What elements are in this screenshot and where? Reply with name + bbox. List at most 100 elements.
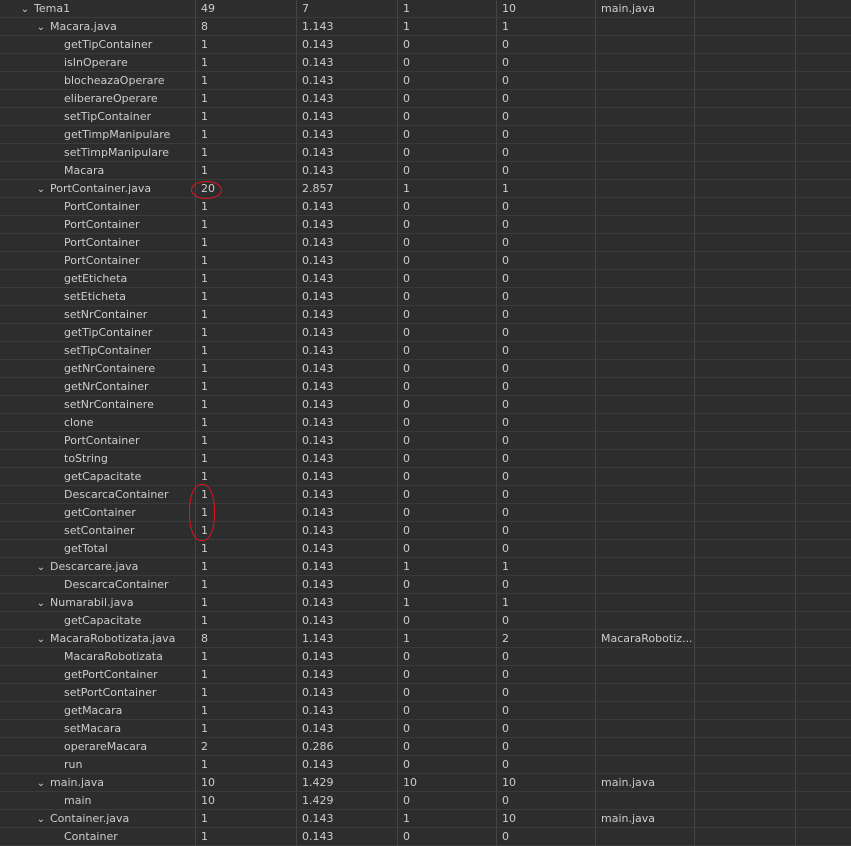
method-row-getcontainer[interactable]: getContainer 1 0.143 0 0 [0, 504, 851, 522]
chevron-down-icon[interactable]: ⌄ [20, 4, 30, 15]
file-row-main-java[interactable]: ⌄ main.java 10 1.429 10 10 main.java [0, 774, 851, 792]
tree-item-name[interactable]: ⌄ Container.java [0, 810, 195, 828]
method-row-getnrcontainer[interactable]: getNrContainer 1 0.143 0 0 [0, 378, 851, 396]
tree-item-name[interactable]: getNrContainere [0, 360, 195, 378]
tree-item-name[interactable]: getTotal [0, 540, 195, 558]
method-row-gettipcontainer[interactable]: getTipContainer 1 0.143 0 0 [0, 324, 851, 342]
chevron-down-icon[interactable]: ⌄ [36, 634, 46, 645]
method-row-portcontainer[interactable]: PortContainer 1 0.143 0 0 [0, 432, 851, 450]
method-row-operaremacara[interactable]: operareMacara 2 0.286 0 0 [0, 738, 851, 756]
method-row-setnrcontainer[interactable]: setNrContainer 1 0.143 0 0 [0, 306, 851, 324]
tree-item-name[interactable]: getNrContainer [0, 378, 195, 396]
tree-item-name[interactable]: getTipContainer [0, 324, 195, 342]
tree-item-name[interactable]: setTimpManipulare [0, 144, 195, 162]
tree-item-name[interactable]: toString [0, 450, 195, 468]
method-row-macara[interactable]: Macara 1 0.143 0 0 [0, 162, 851, 180]
method-row-getnrcontainere[interactable]: getNrContainere 1 0.143 0 0 [0, 360, 851, 378]
method-row-getmacara[interactable]: getMacara 1 0.143 0 0 [0, 702, 851, 720]
method-row-gettotal[interactable]: getTotal 1 0.143 0 0 [0, 540, 851, 558]
tree-item-name[interactable]: setContainer [0, 522, 195, 540]
method-row-setportcontainer[interactable]: setPortContainer 1 0.143 0 0 [0, 684, 851, 702]
method-row-portcontainer[interactable]: PortContainer 1 0.143 0 0 [0, 234, 851, 252]
tree-item-name[interactable]: PortContainer [0, 216, 195, 234]
method-row-geteticheta[interactable]: getEticheta 1 0.143 0 0 [0, 270, 851, 288]
tree-item-name[interactable]: ⌄ Tema1 [0, 0, 195, 18]
method-row-portcontainer[interactable]: PortContainer 1 0.143 0 0 [0, 198, 851, 216]
method-row-getcapacitate[interactable]: getCapacitate 1 0.143 0 0 [0, 612, 851, 630]
tree-item-name[interactable]: PortContainer [0, 198, 195, 216]
tree-item-name[interactable]: MacaraRobotizata [0, 648, 195, 666]
chevron-down-icon[interactable]: ⌄ [36, 778, 46, 789]
method-row-descarcacontainer[interactable]: DescarcaContainer 1 0.143 0 0 [0, 486, 851, 504]
method-row-portcontainer[interactable]: PortContainer 1 0.143 0 0 [0, 252, 851, 270]
tree-item-name[interactable]: getContainer [0, 504, 195, 522]
method-row-container[interactable]: Container 1 0.143 0 0 [0, 828, 851, 846]
tree-item-name[interactable]: setTipContainer [0, 342, 195, 360]
tree-item-name[interactable]: eliberareOperare [0, 90, 195, 108]
method-row-portcontainer[interactable]: PortContainer 1 0.143 0 0 [0, 216, 851, 234]
tree-item-name[interactable]: setMacara [0, 720, 195, 738]
chevron-down-icon[interactable]: ⌄ [36, 598, 46, 609]
method-row-blocheazaoperare[interactable]: blocheazaOperare 1 0.143 0 0 [0, 72, 851, 90]
tree-item-name[interactable]: getTimpManipulare [0, 126, 195, 144]
chevron-down-icon[interactable]: ⌄ [36, 814, 46, 825]
tree-item-name[interactable]: DescarcaContainer [0, 486, 195, 504]
method-row-getportcontainer[interactable]: getPortContainer 1 0.143 0 0 [0, 666, 851, 684]
tree-item-name[interactable]: Container [0, 828, 195, 846]
tree-item-name[interactable]: setPortContainer [0, 684, 195, 702]
tree-item-name[interactable]: run [0, 756, 195, 774]
tree-item-name[interactable]: blocheazaOperare [0, 72, 195, 90]
tree-item-name[interactable]: isInOperare [0, 54, 195, 72]
method-row-settipcontainer[interactable]: setTipContainer 1 0.143 0 0 [0, 108, 851, 126]
method-row-tostring[interactable]: toString 1 0.143 0 0 [0, 450, 851, 468]
tree-item-name[interactable]: getTipContainer [0, 36, 195, 54]
file-row-descarcare-java[interactable]: ⌄ Descarcare.java 1 0.143 1 1 [0, 558, 851, 576]
method-row-isinoperare[interactable]: isInOperare 1 0.143 0 0 [0, 54, 851, 72]
tree-item-name[interactable]: PortContainer [0, 432, 195, 450]
method-row-getcapacitate[interactable]: getCapacitate 1 0.143 0 0 [0, 468, 851, 486]
tree-item-name[interactable]: ⌄ Macara.java [0, 18, 195, 36]
tree-item-name[interactable]: main [0, 792, 195, 810]
method-row-eliberareoperare[interactable]: eliberareOperare 1 0.143 0 0 [0, 90, 851, 108]
file-row-numarabil-java[interactable]: ⌄ Numarabil.java 1 0.143 1 1 [0, 594, 851, 612]
tree-item-name[interactable]: setNrContainere [0, 396, 195, 414]
tree-item-name[interactable]: ⌄ Numarabil.java [0, 594, 195, 612]
chevron-down-icon[interactable]: ⌄ [36, 562, 46, 573]
method-row-setmacara[interactable]: setMacara 1 0.143 0 0 [0, 720, 851, 738]
tree-item-name[interactable]: getCapacitate [0, 468, 195, 486]
file-row-tema1[interactable]: ⌄ Tema1 49 7 1 10 main.java [0, 0, 851, 18]
method-row-run[interactable]: run 1 0.143 0 0 [0, 756, 851, 774]
tree-item-name[interactable]: setTipContainer [0, 108, 195, 126]
tree-item-name[interactable]: getPortContainer [0, 666, 195, 684]
method-row-settipcontainer[interactable]: setTipContainer 1 0.143 0 0 [0, 342, 851, 360]
tree-item-name[interactable]: PortContainer [0, 252, 195, 270]
method-row-clone[interactable]: clone 1 0.143 0 0 [0, 414, 851, 432]
file-row-portcontainer-java[interactable]: ⌄ PortContainer.java 20 2.857 1 1 [0, 180, 851, 198]
method-row-gettimpmanipulare[interactable]: getTimpManipulare 1 0.143 0 0 [0, 126, 851, 144]
tree-item-name[interactable]: setNrContainer [0, 306, 195, 324]
tree-item-name[interactable]: ⌄ Descarcare.java [0, 558, 195, 576]
tree-item-name[interactable]: getEticheta [0, 270, 195, 288]
tree-item-name[interactable]: DescarcaContainer [0, 576, 195, 594]
tree-item-name[interactable]: PortContainer [0, 234, 195, 252]
method-row-main[interactable]: main 10 1.429 0 0 [0, 792, 851, 810]
tree-item-name[interactable]: ⌄ main.java [0, 774, 195, 792]
chevron-down-icon[interactable]: ⌄ [36, 184, 46, 195]
tree-item-name[interactable]: ⌄ MacaraRobotizata.java [0, 630, 195, 648]
method-row-macararobotizata[interactable]: MacaraRobotizata 1 0.143 0 0 [0, 648, 851, 666]
method-row-seteticheta[interactable]: setEticheta 1 0.143 0 0 [0, 288, 851, 306]
file-row-container-java[interactable]: ⌄ Container.java 1 0.143 1 10 main.java [0, 810, 851, 828]
chevron-down-icon[interactable]: ⌄ [36, 22, 46, 33]
tree-item-name[interactable]: Macara [0, 162, 195, 180]
method-row-settimpmanipulare[interactable]: setTimpManipulare 1 0.143 0 0 [0, 144, 851, 162]
method-row-gettipcontainer[interactable]: getTipContainer 1 0.143 0 0 [0, 36, 851, 54]
tree-item-name[interactable]: getCapacitate [0, 612, 195, 630]
method-row-setnrcontainere[interactable]: setNrContainere 1 0.143 0 0 [0, 396, 851, 414]
file-row-macararobotizata-java[interactable]: ⌄ MacaraRobotizata.java 8 1.143 1 2 MacaraRobo… [0, 630, 851, 648]
tree-item-name[interactable]: ⌄ PortContainer.java [0, 180, 195, 198]
file-row-macara-java[interactable]: ⌄ Macara.java 8 1.143 1 1 [0, 18, 851, 36]
tree-item-name[interactable]: clone [0, 414, 195, 432]
method-row-setcontainer[interactable]: setContainer 1 0.143 0 0 [0, 522, 851, 540]
tree-item-name[interactable]: operareMacara [0, 738, 195, 756]
